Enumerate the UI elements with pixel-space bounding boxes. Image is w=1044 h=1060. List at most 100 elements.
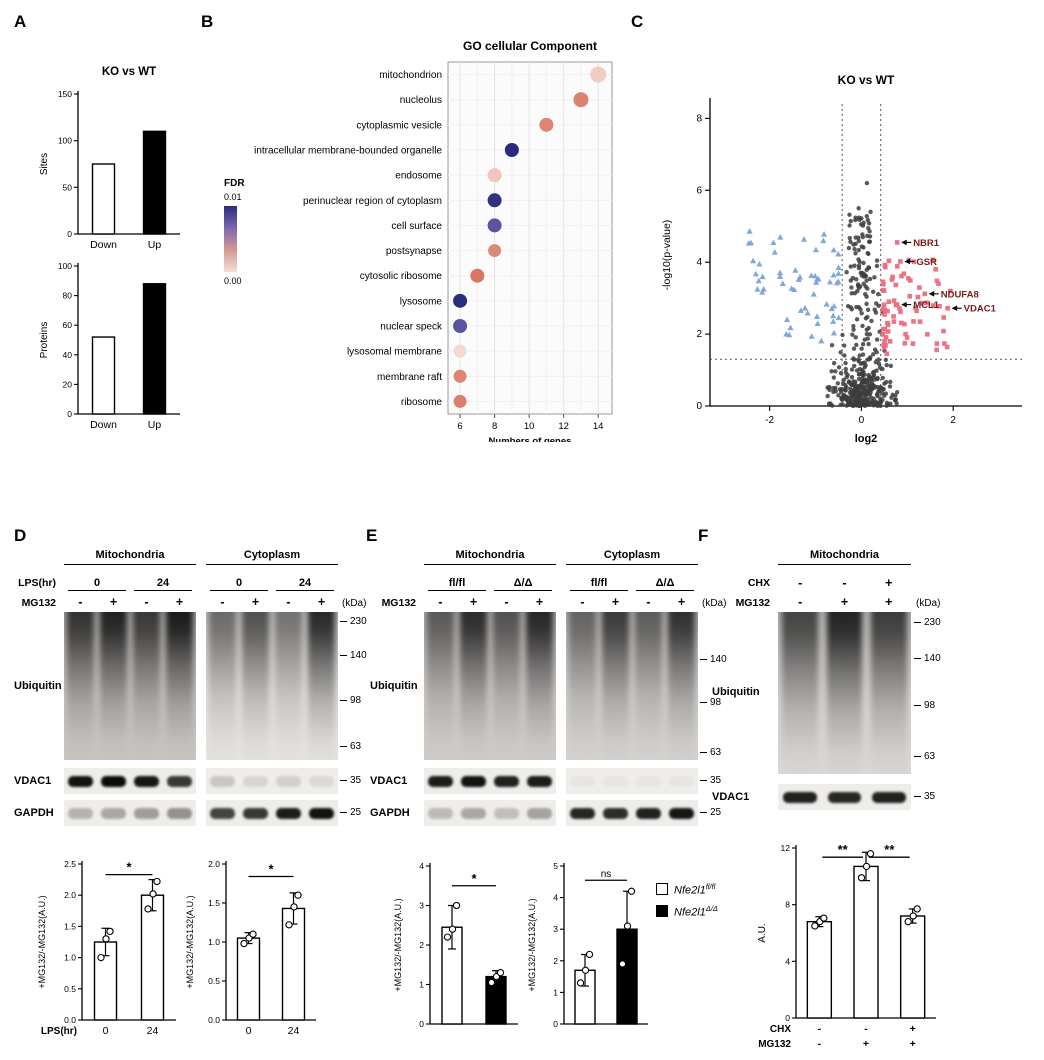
- panel-label-e: E: [366, 526, 378, 545]
- d-cyto-quant-chart: 0.0 0.5 1.0 1.5 2.0 +MG132/-MG132(A.U.) * 0 24: [182, 846, 320, 1051]
- svg-text:2.0: 2.0: [208, 859, 220, 869]
- blot-treatment-cell: +: [677, 595, 686, 609]
- protein-band: [100, 807, 127, 819]
- svg-text:mitochondrion: mitochondrion: [379, 70, 442, 81]
- kda-marker: 98: [340, 694, 361, 708]
- svg-text:0.0: 0.0: [208, 1015, 220, 1025]
- data-dot: [153, 877, 161, 886]
- blot-lane: [308, 612, 335, 760]
- protein-band: [493, 775, 520, 787]
- proteins-bar-chart: 0 20 40 60 80 100 Proteins Down Up: [36, 258, 186, 439]
- svg-text:log2: log2: [855, 433, 878, 445]
- legend-label-flfl: Nfe2l1fl/fl: [674, 882, 716, 897]
- data-dot: [240, 939, 248, 948]
- svg-text:perinuclear region of cytoplas: perinuclear region of cytoplasm: [303, 196, 442, 207]
- blot-lane: [427, 612, 454, 760]
- blot-lane: [133, 612, 160, 760]
- go-dot: [453, 344, 467, 358]
- blot-treatment-cell: -: [438, 595, 443, 609]
- blot-treatment-cell: +: [469, 595, 478, 609]
- svg-text:100: 100: [58, 261, 72, 271]
- svg-text:0.5: 0.5: [208, 976, 220, 986]
- svg-text:FDR: FDR: [224, 178, 245, 189]
- blot-lane: [209, 612, 236, 760]
- svg-text:8: 8: [492, 421, 497, 432]
- protein-band: [569, 807, 596, 819]
- protein-band: [526, 807, 553, 819]
- ubiquitin-label: Ubiquitin: [14, 680, 62, 692]
- protein-band: [275, 775, 302, 787]
- go-dot: [590, 66, 607, 83]
- svg-text:0: 0: [696, 401, 702, 412]
- kda-label: (kDa): [702, 598, 727, 609]
- blot-group-header: Mitochondria: [64, 548, 196, 565]
- e-cyto-quant-chart: 0 1 2 3 4 5 +MG132/-MG132(A.U.) ns: [524, 850, 652, 1041]
- band-label: GAPDH: [14, 807, 54, 819]
- gene-arrow: [901, 239, 907, 246]
- bar: [142, 130, 167, 235]
- kda-label: (kDa): [342, 598, 367, 609]
- blot-lane: [166, 612, 193, 760]
- kda-marker: 140: [700, 653, 727, 667]
- svg-text:LPS(hr): LPS(hr): [41, 1026, 77, 1037]
- data-dot: [149, 890, 157, 898]
- svg-text:Numbers of genes: Numbers of genes: [489, 436, 572, 442]
- go-dot: [488, 244, 502, 258]
- svg-text:cytoplasmic vesicle: cytoplasmic vesicle: [356, 120, 442, 131]
- protein-band: [275, 807, 302, 819]
- protein-band: [871, 791, 906, 803]
- gene-label-NDUFA8: NDUFA8: [941, 289, 979, 300]
- blot-group-header: Cytoplasm: [566, 548, 698, 565]
- gene-label-GSR: GSR: [916, 257, 937, 268]
- svg-text:80: 80: [63, 291, 73, 301]
- bar: [806, 920, 833, 1019]
- blot-condition-cell: 0: [68, 576, 126, 591]
- protein-band: [493, 807, 520, 819]
- blot-treatment-cell: +: [840, 595, 849, 609]
- ubiquitin-blot: [424, 612, 556, 760]
- bar: [91, 336, 116, 415]
- blot-condition-cell: -: [842, 576, 847, 590]
- ubiquitin-blot: [206, 612, 338, 760]
- svg-text:-: -: [864, 1023, 868, 1035]
- legend-item-dd: Nfe2l1Δ/Δ: [656, 904, 718, 918]
- blot-lane: [100, 612, 127, 760]
- protein-band: [827, 791, 862, 803]
- go-dot: [539, 117, 554, 132]
- svg-text:*: *: [471, 871, 477, 886]
- svg-text:3: 3: [553, 924, 558, 934]
- blot-row-label: MG132: [735, 597, 770, 609]
- protein-band: [100, 775, 127, 787]
- blot-lane: [569, 612, 596, 760]
- svg-text:60: 60: [63, 320, 73, 330]
- svg-text:0: 0: [67, 229, 72, 239]
- svg-text:GO cellular Component: GO cellular Component: [463, 39, 597, 53]
- blot-lane: [635, 612, 662, 760]
- bar: [142, 283, 167, 415]
- data-dot: [627, 887, 636, 895]
- blot-treatment-cell: +: [109, 595, 118, 609]
- blot-condition-cell: 0: [210, 576, 268, 591]
- blot-group-header: Mitochondria: [778, 548, 911, 565]
- data-dot: [904, 918, 912, 926]
- blot-row-label: MG132: [21, 597, 56, 609]
- E-cyto-quant-svg: 0 1 2 3 4 5 +MG132/-MG132(A.U.) ns: [527, 861, 648, 1029]
- protein-band: [668, 807, 695, 819]
- svg-text:2: 2: [419, 940, 424, 950]
- blot-condition-cell: Δ/Δ: [494, 576, 552, 591]
- panel-label-f: F: [698, 526, 709, 545]
- svg-text:2.5: 2.5: [64, 859, 76, 869]
- data-dot: [862, 862, 871, 871]
- vdac1-blot: [424, 768, 556, 794]
- blot-treatment-cell: -: [580, 595, 585, 609]
- data-dot: [249, 930, 257, 938]
- protein-band: [526, 775, 553, 787]
- protein-band: [67, 807, 94, 819]
- svg-text:0.5: 0.5: [64, 984, 76, 994]
- bar: [853, 865, 879, 1019]
- svg-text:0: 0: [67, 409, 72, 419]
- svg-text:0.01: 0.01: [224, 192, 242, 202]
- e-mito-quant-chart: 0 1 2 3 4 +MG132/-MG132(A.U.) *: [390, 850, 522, 1041]
- svg-text:5: 5: [553, 861, 558, 871]
